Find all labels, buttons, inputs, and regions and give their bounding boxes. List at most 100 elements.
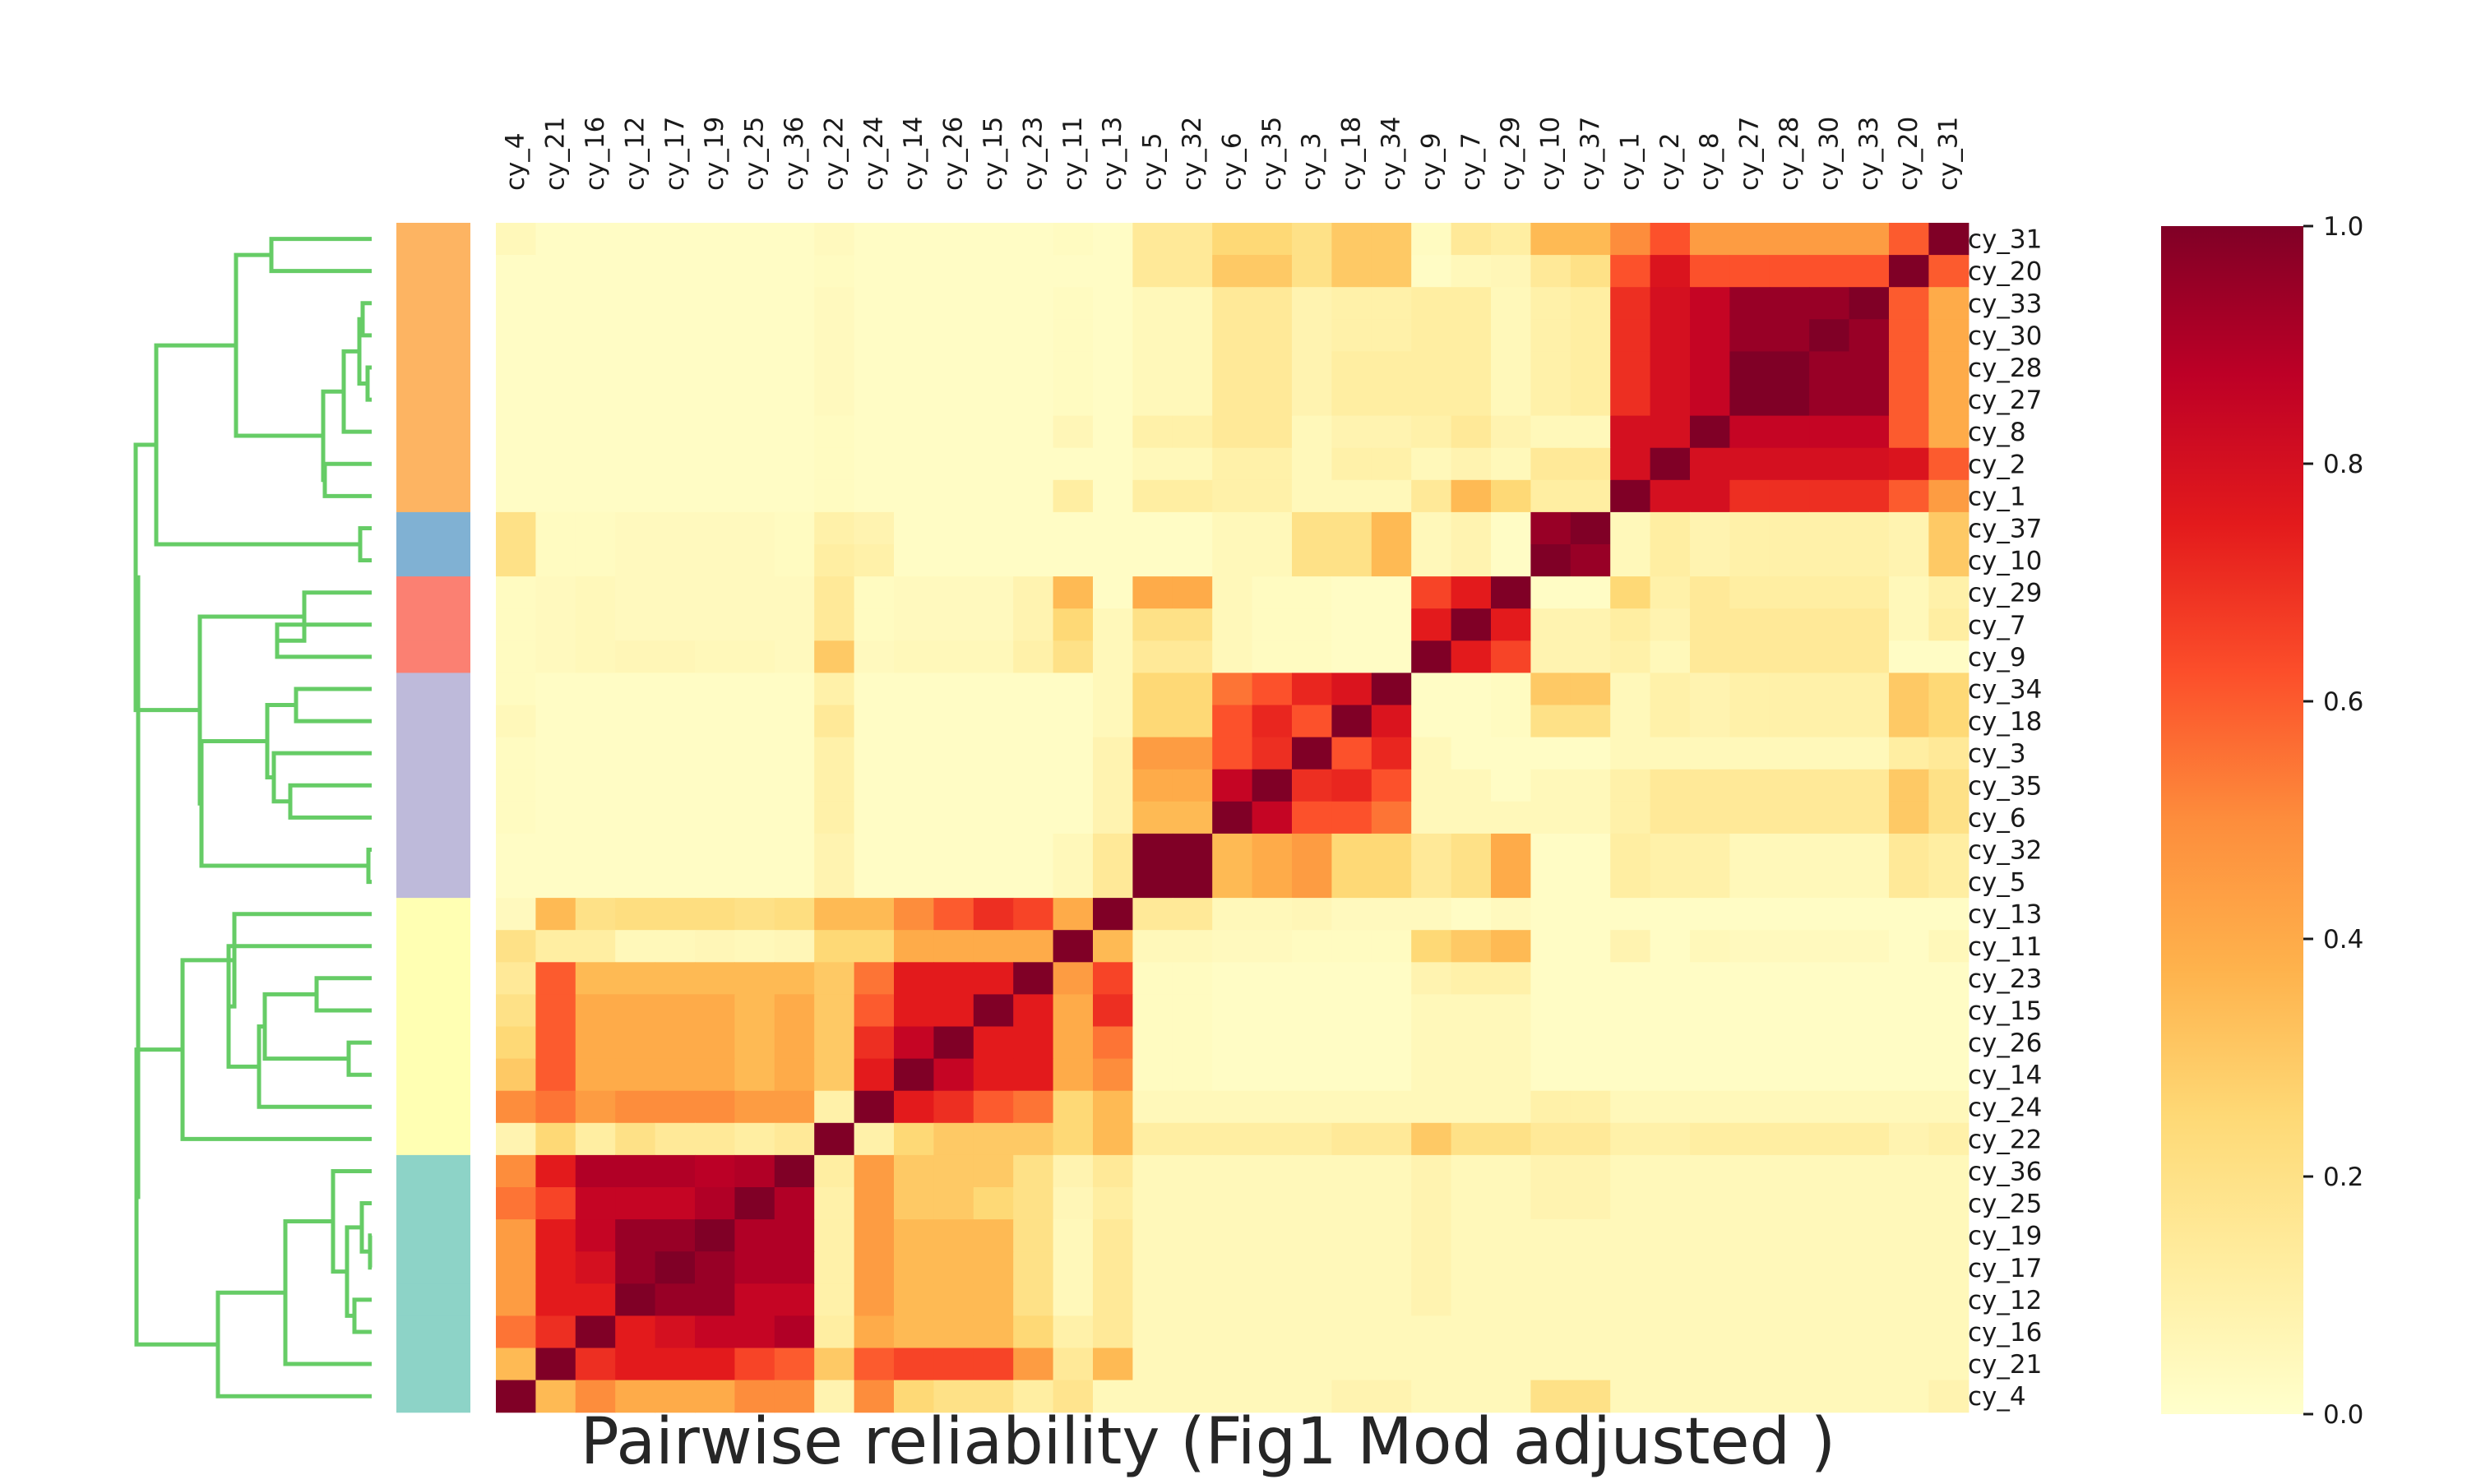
heatmap-cell (1729, 511, 1770, 545)
heatmap-cell (655, 576, 696, 609)
heatmap-cell (496, 415, 536, 449)
heatmap-cell (1769, 1283, 1810, 1316)
heatmap-cell (1889, 705, 1929, 738)
heatmap-cell (814, 930, 855, 963)
heatmap-cell (535, 1154, 576, 1188)
heatmap-cell (695, 287, 735, 320)
dendrogram-link (283, 1219, 372, 1366)
heatmap-cell (1809, 1122, 1850, 1156)
heatmap-cell (615, 351, 656, 385)
heatmap-cell (1172, 1219, 1213, 1252)
heatmap-cell (1889, 673, 1929, 706)
heatmap-cell (814, 319, 855, 352)
heatmap-cell (1053, 705, 1094, 738)
heatmap-cell (1889, 1219, 1929, 1252)
heatmap-cell (1570, 415, 1611, 449)
heatmap-cell (496, 769, 536, 802)
heatmap-cell (973, 1219, 1014, 1252)
heatmap-cell (1132, 287, 1173, 320)
heatmap-cell (1769, 962, 1810, 995)
heatmap-cell (1451, 544, 1492, 577)
heatmap-cell (655, 1283, 696, 1316)
heatmap-cell (933, 801, 974, 834)
row-cluster-color-cell (396, 576, 470, 609)
row-cluster-color-cell (396, 447, 470, 481)
heatmap-cell (655, 769, 696, 802)
heatmap-cell (1610, 1122, 1651, 1156)
heatmap-cell (1331, 673, 1372, 706)
heatmap-cell (1570, 447, 1611, 481)
heatmap-cell (1809, 479, 1850, 513)
heatmap-cell (1570, 223, 1611, 256)
heatmap-cell (1093, 479, 1133, 513)
heatmap-cell (1690, 962, 1730, 995)
heatmap-cell (1650, 511, 1691, 545)
heatmap-cell (695, 833, 735, 867)
heatmap-cell (1252, 1058, 1293, 1092)
heatmap-cell (1172, 1380, 1213, 1413)
heatmap-cell (535, 866, 576, 899)
heatmap-cell (734, 1058, 775, 1092)
heatmap-cell (1530, 1154, 1571, 1188)
heatmap-cell (814, 1380, 855, 1413)
heatmap-cell (933, 737, 974, 770)
row-cluster-color-cell (396, 223, 470, 256)
heatmap-cell (1411, 994, 1452, 1028)
heatmap-cell (774, 223, 815, 256)
heatmap-cell (1530, 1122, 1571, 1156)
heatmap-cell (774, 1090, 815, 1124)
heatmap-cell (535, 801, 576, 834)
heatmap-cell (1093, 769, 1133, 802)
heatmap-cell (1690, 319, 1730, 352)
heatmap-cell (496, 673, 536, 706)
heatmap-cell (1889, 447, 1929, 481)
heatmap-cell (1610, 576, 1651, 609)
heatmap-cell (575, 479, 616, 513)
heatmap-cell (1491, 415, 1531, 449)
heatmap-cell (1411, 833, 1452, 867)
heatmap-cell (1013, 994, 1054, 1028)
heatmap-cell (1451, 898, 1492, 931)
heatmap-cell (734, 319, 775, 352)
heatmap-cell (1252, 1348, 1293, 1381)
heatmap-cell (655, 1154, 696, 1188)
heatmap-cell (1212, 1122, 1253, 1156)
heatmap-cell (1928, 673, 1969, 706)
heatmap-cell (1530, 737, 1571, 770)
heatmap-cell (1690, 994, 1730, 1028)
heatmap-cell (1650, 447, 1691, 481)
heatmap-cell (1610, 1154, 1651, 1188)
heatmap-cell (1093, 705, 1133, 738)
heatmap-cell (1292, 608, 1332, 641)
heatmap-cell (814, 447, 855, 481)
heatmap-cell (575, 1026, 616, 1060)
heatmap-cell (774, 737, 815, 770)
heatmap-cell (973, 1122, 1014, 1156)
heatmap-cell (1093, 544, 1133, 577)
heatmap-cell (1451, 1187, 1492, 1220)
heatmap-cell (1729, 223, 1770, 256)
heatmap-cell (1769, 994, 1810, 1028)
heatmap-cell (1809, 1154, 1850, 1188)
heatmap-cell (1928, 351, 1969, 385)
heatmap-cell (1769, 833, 1810, 867)
heatmap-cell (1371, 223, 1412, 256)
heatmap-cell (615, 479, 656, 513)
heatmap-cell (1331, 223, 1372, 256)
heatmap-cell (1889, 640, 1929, 673)
heatmap-cell (1331, 447, 1372, 481)
heatmap-cell (655, 866, 696, 899)
heatmap-cell (695, 1122, 735, 1156)
heatmap-cell (1013, 640, 1054, 673)
heatmap-cell (695, 930, 735, 963)
heatmap-cell (1252, 1187, 1293, 1220)
heatmap-cell (1729, 866, 1770, 899)
heatmap-cell (1292, 544, 1332, 577)
heatmap-cell (496, 319, 536, 352)
heatmap-cell (575, 415, 616, 449)
heatmap-cell (695, 866, 735, 899)
heatmap-cell (1451, 255, 1492, 288)
heatmap-cell (1371, 1154, 1412, 1188)
heatmap-cell (1849, 769, 1890, 802)
heatmap-cell (894, 1090, 934, 1124)
